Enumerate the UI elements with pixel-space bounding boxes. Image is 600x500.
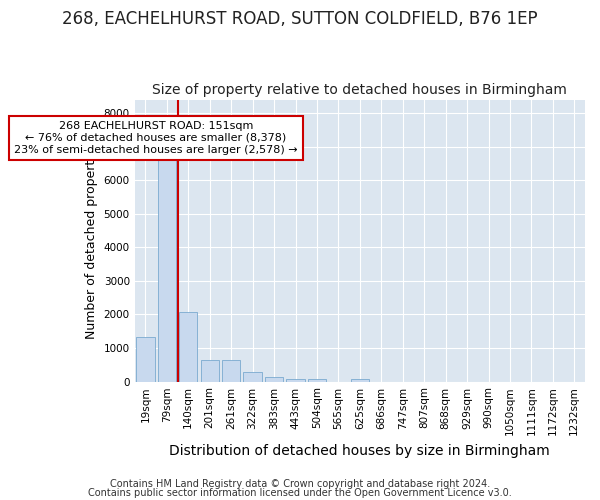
Bar (265, 376, 283, 382)
Text: 268 EACHELHURST ROAD: 151sqm
← 76% of detached houses are smaller (8,378)
23% of: 268 EACHELHURST ROAD: 151sqm ← 76% of de… (14, 122, 298, 154)
Bar (158, 160, 176, 382)
Y-axis label: Number of detached properties: Number of detached properties (85, 142, 98, 339)
Bar (286, 378, 305, 382)
Bar (179, 312, 197, 382)
X-axis label: Distribution of detached houses by size in Birmingham: Distribution of detached houses by size … (169, 444, 550, 458)
Bar (222, 360, 240, 382)
Text: 268, EACHELHURST ROAD, SUTTON COLDFIELD, B76 1EP: 268, EACHELHURST ROAD, SUTTON COLDFIELD,… (62, 10, 538, 28)
Bar (136, 337, 155, 382)
Bar (308, 378, 326, 382)
Title: Size of property relative to detached houses in Birmingham: Size of property relative to detached ho… (152, 83, 567, 97)
Bar (200, 360, 219, 382)
Text: Contains HM Land Registry data © Crown copyright and database right 2024.: Contains HM Land Registry data © Crown c… (110, 479, 490, 489)
Bar (351, 378, 369, 382)
Bar (244, 372, 262, 382)
Text: Contains public sector information licensed under the Open Government Licence v3: Contains public sector information licen… (88, 488, 512, 498)
